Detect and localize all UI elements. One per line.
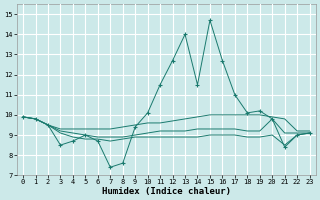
X-axis label: Humidex (Indice chaleur): Humidex (Indice chaleur)	[102, 187, 231, 196]
